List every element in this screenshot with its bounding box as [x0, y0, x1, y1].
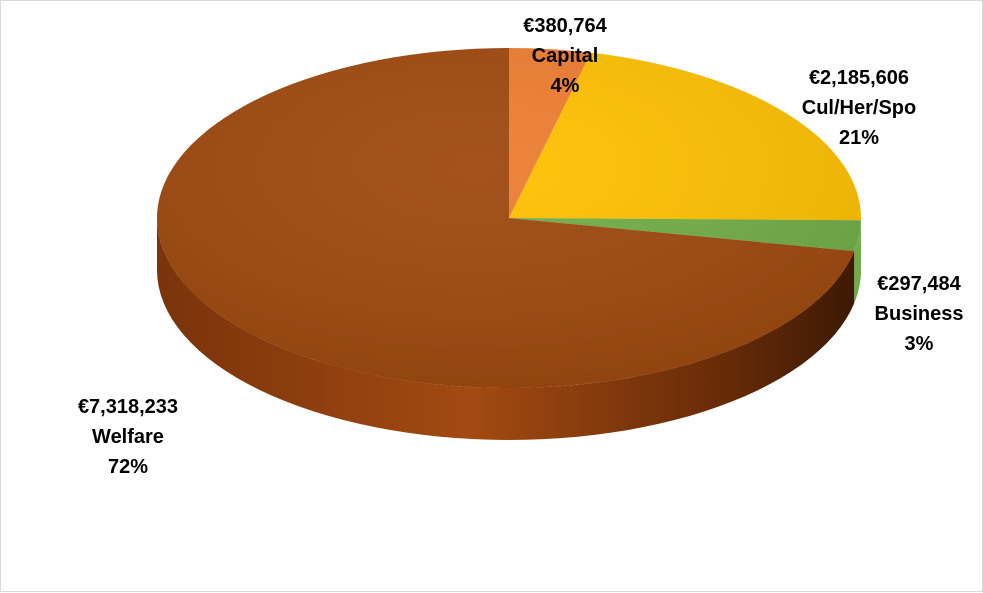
data-label-category: Welfare	[92, 426, 164, 448]
data-label-category: Cul/Her/Spo	[802, 97, 916, 119]
data-label-percent: 21%	[839, 127, 879, 149]
top-face-shading	[157, 48, 861, 388]
data-label-business: €297,484 Business 3%	[875, 273, 964, 355]
data-label-percent: 3%	[905, 333, 934, 355]
data-label-welfare: €7,318,233 Welfare 72%	[78, 396, 178, 478]
data-label-category: Capital	[532, 45, 599, 67]
data-label-value: €380,764	[523, 15, 607, 37]
data-label-percent: 4%	[551, 75, 580, 97]
data-label-category: Business	[875, 303, 964, 325]
data-label-cul-her-spo: €2,185,606 Cul/Her/Spo 21%	[802, 67, 916, 149]
data-label-value: €2,185,606	[809, 67, 909, 89]
pie-top-face	[157, 48, 861, 388]
data-label-percent: 72%	[108, 456, 148, 478]
data-label-value: €297,484	[877, 273, 961, 295]
data-label-value: €7,318,233	[78, 396, 178, 418]
